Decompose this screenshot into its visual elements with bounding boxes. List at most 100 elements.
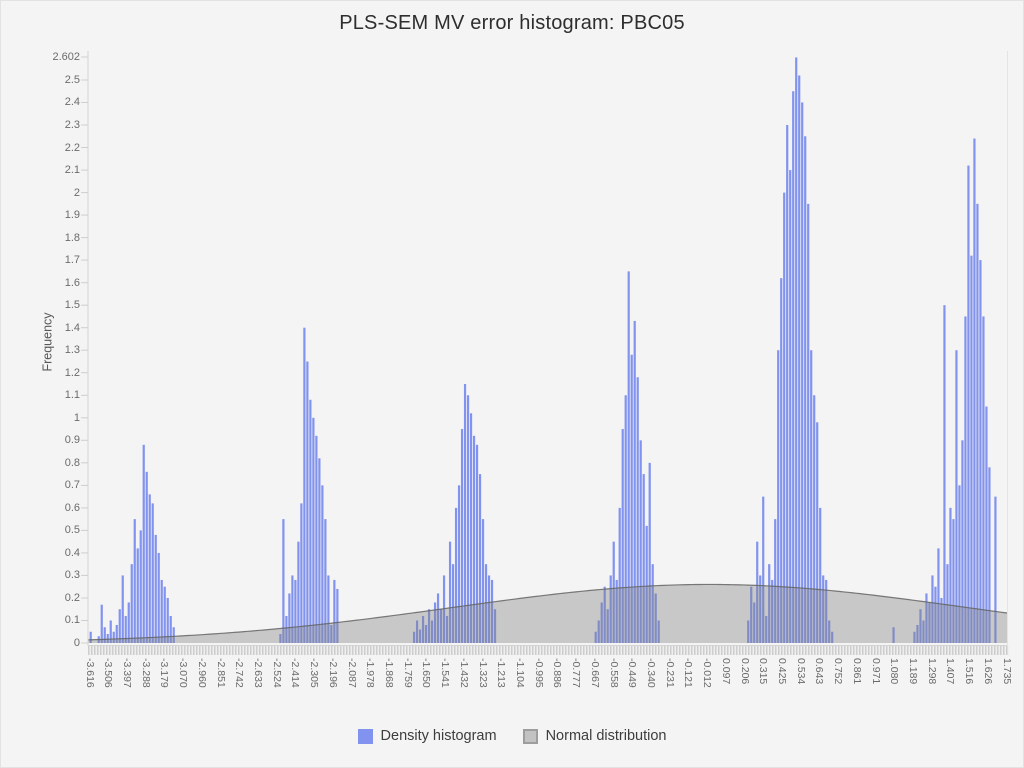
legend-item-density-histogram[interactable]: Density histogram <box>357 728 497 744</box>
histogram-bar <box>421 615 425 643</box>
x-tick-label: -1.650 <box>420 658 433 688</box>
histogram-bar <box>931 575 934 643</box>
histogram-bar <box>172 627 175 643</box>
histogram-bar <box>463 384 467 643</box>
x-axis-minor-tick-strip <box>88 646 1009 655</box>
histogram-bar <box>439 609 443 643</box>
histogram-bar <box>657 620 660 643</box>
y-tick-label: 2.602 <box>52 51 80 63</box>
legend-swatch <box>357 728 373 744</box>
histogram-bar <box>618 507 621 643</box>
histogram-bar <box>795 57 798 643</box>
histogram-bar <box>630 354 633 643</box>
x-tick-label: -0.886 <box>551 658 564 688</box>
histogram-bar <box>454 507 458 643</box>
x-tick-label: 1.189 <box>906 658 919 685</box>
histogram-bar <box>427 609 431 643</box>
histogram-bar <box>994 496 997 643</box>
histogram-bar <box>169 615 172 643</box>
histogram-bar <box>753 602 756 643</box>
histogram-bar <box>648 462 651 643</box>
x-tick-label: 1.735 <box>1000 658 1013 685</box>
histogram-bar <box>472 435 476 643</box>
histogram-bar <box>747 620 750 643</box>
histogram-bar <box>949 507 952 643</box>
legend-swatch <box>522 728 538 744</box>
histogram-bar <box>777 350 780 643</box>
histogram-bar <box>469 413 473 643</box>
histogram-bar <box>988 467 991 643</box>
y-tick-label: 2 <box>73 186 80 199</box>
histogram-bar <box>892 627 895 643</box>
histogram-bar <box>642 474 645 643</box>
histogram-bar <box>142 444 145 643</box>
legend-label: Normal distribution <box>545 728 667 744</box>
histogram-bar <box>798 75 801 644</box>
histogram-bar <box>163 586 166 643</box>
histogram-bar <box>780 278 783 643</box>
x-tick-label: -0.667 <box>588 658 601 688</box>
y-tick-label: 0.4 <box>64 546 80 559</box>
histogram-bar <box>103 627 106 643</box>
histogram-bar <box>127 602 130 643</box>
histogram-bar <box>651 564 654 643</box>
y-tick-label: 1.9 <box>64 209 80 222</box>
y-tick-label: 1.2 <box>64 366 80 379</box>
y-tick-label: 0 <box>73 637 80 649</box>
histogram-bar <box>282 519 285 643</box>
histogram-bar <box>136 548 139 643</box>
y-tick-label: 1.6 <box>64 276 80 289</box>
histogram-bar <box>594 631 597 643</box>
histogram-bar <box>765 615 768 643</box>
y-tick-label: 2.3 <box>64 119 80 131</box>
y-tick-label: 1.7 <box>64 254 80 267</box>
x-tick-label: -1.759 <box>401 658 414 688</box>
histogram-bar <box>418 629 422 643</box>
histogram-bar <box>813 395 816 643</box>
histogram-bar <box>100 604 103 643</box>
x-tick-label: -1.978 <box>364 658 377 688</box>
histogram-bar <box>430 620 434 643</box>
histogram-bar <box>831 631 834 643</box>
histogram-bar <box>925 593 928 643</box>
histogram-bar <box>133 519 136 643</box>
x-tick-label: -0.558 <box>607 658 620 688</box>
histogram-bar <box>475 444 479 643</box>
x-tick-label: -0.340 <box>644 658 657 688</box>
histogram-bar <box>756 541 759 643</box>
legend-item-normal-distribution[interactable]: Normal distribution <box>522 728 667 744</box>
histogram-bar <box>654 593 657 643</box>
histogram-bar <box>148 494 151 643</box>
x-tick-label: -0.231 <box>663 658 676 688</box>
y-tick-label: 1 <box>73 411 80 424</box>
y-tick-label: 1.4 <box>64 321 80 334</box>
histogram-bar <box>306 361 309 643</box>
histogram-bar <box>118 609 121 643</box>
legend-label: Density histogram <box>380 728 497 744</box>
x-tick-label: 0.534 <box>794 658 807 685</box>
histogram-bar <box>913 631 916 643</box>
y-tick-label: 1.3 <box>64 344 80 357</box>
histogram-bar <box>412 631 416 643</box>
x-tick-label: -2.851 <box>214 658 227 688</box>
histogram-bar <box>762 496 765 643</box>
histogram-bar <box>333 579 336 643</box>
histogram-bar <box>976 203 979 643</box>
x-tick-label: -2.087 <box>345 658 358 688</box>
histogram-bar <box>952 519 955 643</box>
histogram-bar <box>645 525 648 643</box>
x-tick-label: -3.288 <box>139 658 152 688</box>
histogram-bar <box>415 620 419 643</box>
histogram-bar <box>600 602 603 643</box>
y-tick-label: 1.8 <box>64 231 80 244</box>
x-tick-label: -0.121 <box>682 658 695 688</box>
x-tick-label: -1.541 <box>439 658 452 688</box>
y-tick-label: 2.1 <box>64 164 80 177</box>
histogram-bar <box>285 615 288 643</box>
histogram-bar <box>621 429 624 643</box>
histogram-bar <box>109 620 112 643</box>
histogram-bar <box>934 586 937 643</box>
x-tick-label: -2.960 <box>195 658 208 688</box>
histogram-bar <box>624 395 627 643</box>
histogram-bar <box>955 350 958 643</box>
